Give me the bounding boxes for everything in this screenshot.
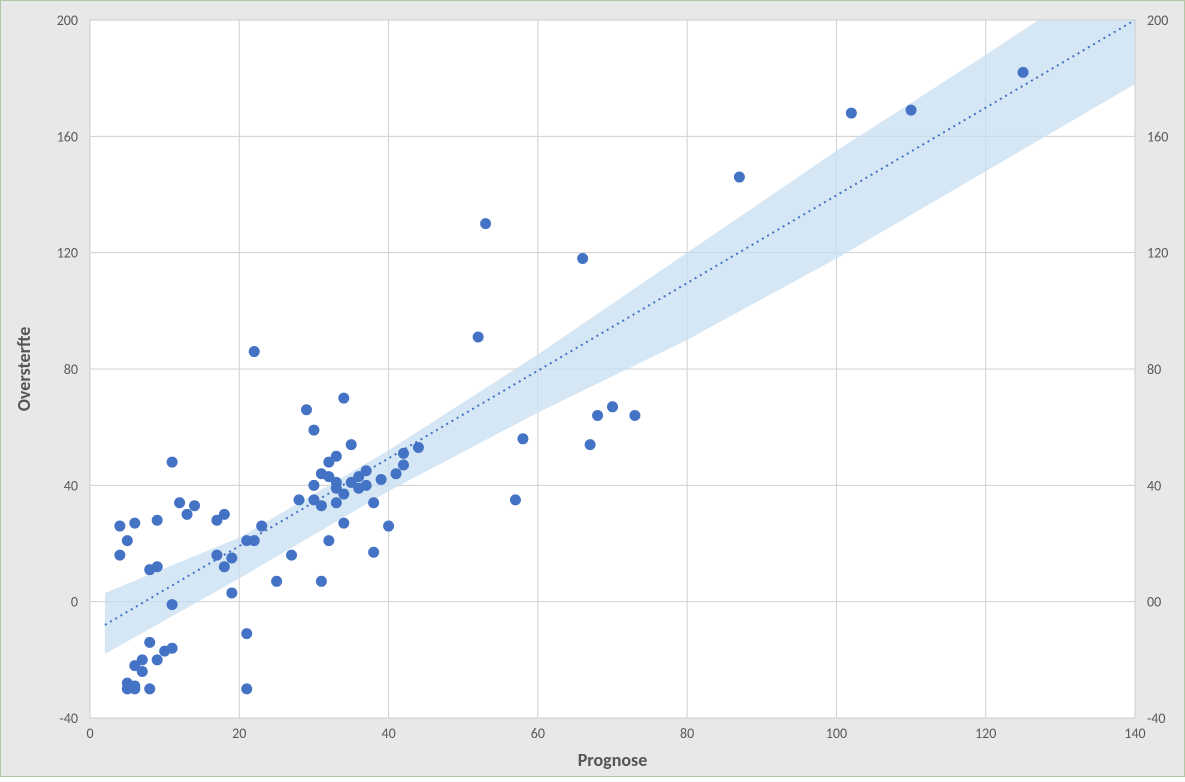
x-tick-label: 0: [86, 725, 93, 742]
x-axis-label: Prognose: [578, 749, 648, 771]
data-point: [391, 468, 402, 479]
data-point: [338, 489, 349, 500]
data-point: [114, 550, 125, 561]
data-point: [174, 497, 185, 508]
data-point: [473, 332, 484, 343]
x-tick-label: 40: [381, 725, 395, 742]
data-point: [346, 439, 357, 450]
y-tick-label-right: 80: [1147, 361, 1161, 378]
data-point: [480, 218, 491, 229]
x-tick-label: 80: [680, 725, 694, 742]
data-point: [846, 108, 857, 119]
data-point: [256, 521, 267, 532]
data-point: [361, 480, 372, 491]
data-point: [906, 105, 917, 116]
data-point: [592, 410, 603, 421]
y-tick-label-right: 00: [1147, 594, 1161, 611]
data-point: [734, 172, 745, 183]
data-point: [368, 547, 379, 558]
y-tick-label-left: 200: [57, 12, 78, 29]
x-tick-label: 20: [232, 725, 246, 742]
data-point: [331, 451, 342, 462]
x-tick-label: 100: [826, 725, 847, 742]
data-point: [137, 666, 148, 677]
x-tick-label: 120: [975, 725, 996, 742]
data-point: [510, 494, 521, 505]
data-point: [1018, 67, 1029, 78]
data-point: [241, 683, 252, 694]
y-tick-label-right: 40: [1147, 477, 1161, 494]
data-point: [338, 393, 349, 404]
data-point: [316, 576, 327, 587]
y-tick-label-left: 0: [71, 594, 78, 611]
data-point: [249, 535, 260, 546]
data-point: [413, 442, 424, 453]
data-point: [167, 643, 178, 654]
data-point: [226, 553, 237, 564]
data-point: [152, 561, 163, 572]
data-point: [376, 474, 387, 485]
data-point: [152, 654, 163, 665]
data-point: [577, 253, 588, 264]
y-tick-label-right: -40: [1147, 710, 1165, 727]
data-point: [398, 448, 409, 459]
y-tick-label-left: 80: [64, 361, 78, 378]
data-point: [189, 500, 200, 511]
data-point: [182, 509, 193, 520]
data-point: [271, 576, 282, 587]
data-point: [398, 459, 409, 470]
chart-svg: 020406080100120140-4004080120160200-4000…: [0, 0, 1185, 777]
data-point: [338, 518, 349, 529]
y-axis-label: Oversterfte: [13, 327, 35, 412]
data-point: [361, 465, 372, 476]
data-point: [308, 480, 319, 491]
data-point: [167, 599, 178, 610]
data-point: [219, 561, 230, 572]
data-point: [241, 628, 252, 639]
data-point: [211, 550, 222, 561]
data-point: [323, 535, 334, 546]
data-point: [301, 404, 312, 415]
y-tick-label-left: -40: [60, 710, 78, 727]
y-tick-label-right: 160: [1147, 128, 1168, 145]
data-point: [607, 401, 618, 412]
data-point: [122, 535, 133, 546]
data-point: [167, 457, 178, 468]
y-tick-label-right: 120: [1147, 245, 1168, 262]
y-tick-label-right: 200: [1147, 12, 1168, 29]
data-point: [137, 654, 148, 665]
x-tick-label: 140: [1124, 725, 1145, 742]
data-point: [331, 497, 342, 508]
data-point: [144, 637, 155, 648]
data-point: [219, 509, 230, 520]
data-point: [152, 515, 163, 526]
data-point: [144, 683, 155, 694]
data-point: [226, 587, 237, 598]
data-point: [585, 439, 596, 450]
data-point: [368, 497, 379, 508]
data-point: [294, 494, 305, 505]
data-point: [331, 477, 342, 488]
data-point: [629, 410, 640, 421]
y-tick-label-left: 120: [57, 245, 78, 262]
data-point: [114, 521, 125, 532]
data-point: [286, 550, 297, 561]
data-point: [129, 518, 140, 529]
data-point: [308, 425, 319, 436]
data-point: [517, 433, 528, 444]
data-point: [129, 681, 140, 692]
scatter-chart: 020406080100120140-4004080120160200-4000…: [0, 0, 1185, 777]
y-tick-label-left: 40: [64, 477, 78, 494]
x-tick-label: 60: [531, 725, 545, 742]
data-point: [316, 500, 327, 511]
y-tick-label-left: 160: [57, 128, 78, 145]
data-point: [249, 346, 260, 357]
data-point: [383, 521, 394, 532]
